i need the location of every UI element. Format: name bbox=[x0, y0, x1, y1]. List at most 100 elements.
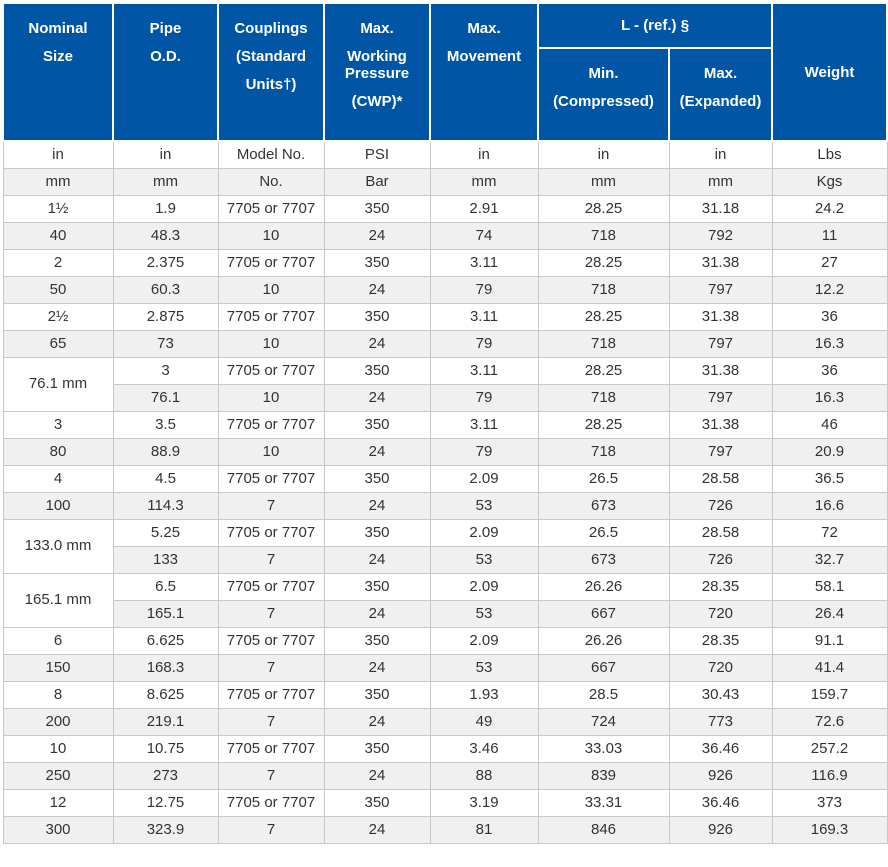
unit-cell: Model No. bbox=[217, 140, 325, 169]
table-cell: 114.3 bbox=[112, 491, 219, 520]
table-cell: 2.09 bbox=[429, 572, 539, 601]
unit-cell: Kgs bbox=[771, 167, 888, 196]
table-cell: 3.11 bbox=[429, 356, 539, 385]
table-cell: 76.1 bbox=[112, 383, 219, 412]
table-cell: 31.38 bbox=[668, 302, 773, 331]
table-cell: 88 bbox=[429, 761, 539, 790]
table-cell: 24 bbox=[323, 275, 431, 304]
table-cell: 79 bbox=[429, 329, 539, 358]
table-cell: 350 bbox=[323, 356, 431, 385]
table-cell: 165.1 bbox=[112, 599, 219, 628]
table-cell: 667 bbox=[537, 599, 670, 628]
table-cell: 10.75 bbox=[112, 734, 219, 763]
table-cell: 30.43 bbox=[668, 680, 773, 709]
size-cell: 10 bbox=[2, 734, 114, 763]
table-cell: 24 bbox=[323, 761, 431, 790]
table-cell: 2.375 bbox=[112, 248, 219, 277]
table-cell: 28.25 bbox=[537, 194, 670, 223]
table-cell: 7 bbox=[217, 653, 325, 682]
table-cell: 10 bbox=[217, 437, 325, 466]
table-cell: 7 bbox=[217, 599, 325, 628]
table-cell: 350 bbox=[323, 734, 431, 763]
size-cell: 2 bbox=[2, 248, 114, 277]
size-cell: 6 bbox=[2, 626, 114, 655]
header-line: Units†) bbox=[245, 76, 297, 93]
table-cell: 24 bbox=[323, 329, 431, 358]
table-cell: 350 bbox=[323, 680, 431, 709]
size-cell: 50 bbox=[2, 275, 114, 304]
table-cell: 718 bbox=[537, 221, 670, 250]
col-header-nominal-size: Nominal Size bbox=[2, 2, 114, 142]
table-cell: 31.38 bbox=[668, 356, 773, 385]
table-cell: 5.25 bbox=[112, 518, 219, 547]
data-row: 165.1 7 24 53 667 720 26.4 bbox=[3, 599, 888, 628]
table-body: in in Model No. PSI in in in Lbs mm mm No. Bar mm mm m… bbox=[2, 140, 888, 844]
table-cell: 10 bbox=[217, 221, 325, 250]
pipe-spec-table: Nominal Size Pipe O.D. Couplings (Standa… bbox=[2, 2, 888, 844]
table-cell: 28.35 bbox=[668, 572, 773, 601]
table-cell: 28.25 bbox=[537, 248, 670, 277]
col-header-pipe-od: Pipe O.D. bbox=[112, 2, 219, 142]
table-cell: 41.4 bbox=[771, 653, 888, 682]
table-cell: 28.25 bbox=[537, 302, 670, 331]
table-cell: 797 bbox=[668, 437, 773, 466]
table-cell: 2.09 bbox=[429, 626, 539, 655]
table-cell: 3.11 bbox=[429, 410, 539, 439]
table-cell: 26.5 bbox=[537, 518, 670, 547]
data-row: 3 3.5 7705 or 7707 350 3.11 28.25 31.38 46 bbox=[2, 410, 888, 439]
table-cell: 6.5 bbox=[112, 572, 219, 601]
table-cell: 792 bbox=[668, 221, 773, 250]
table-cell: 773 bbox=[668, 707, 773, 736]
table-cell: 26.26 bbox=[537, 626, 670, 655]
size-cell: 300 bbox=[2, 815, 114, 844]
table-cell: 10 bbox=[217, 275, 325, 304]
unit-cell: in bbox=[112, 140, 219, 169]
size-cell: 2½ bbox=[2, 302, 114, 331]
table-cell: 350 bbox=[323, 302, 431, 331]
table-cell: 7705 or 7707 bbox=[217, 356, 325, 385]
table-cell: 36 bbox=[771, 302, 888, 331]
table-cell: 7 bbox=[217, 491, 325, 520]
table-cell: 8.625 bbox=[112, 680, 219, 709]
table-cell: 24 bbox=[323, 491, 431, 520]
unit-cell: No. bbox=[217, 167, 325, 196]
data-row: 300 323.9 7 24 81 846 926 169.3 bbox=[2, 815, 888, 844]
header-line: Nominal bbox=[28, 20, 88, 37]
table-cell: 1.93 bbox=[429, 680, 539, 709]
table-cell: 7705 or 7707 bbox=[217, 680, 325, 709]
table-cell: 168.3 bbox=[112, 653, 219, 682]
unit-cell: in bbox=[668, 140, 773, 169]
table-cell: 28.58 bbox=[668, 464, 773, 493]
table-cell: 53 bbox=[429, 545, 539, 574]
table-cell: 116.9 bbox=[771, 761, 888, 790]
table-cell: 720 bbox=[668, 599, 773, 628]
table-cell: 323.9 bbox=[112, 815, 219, 844]
unit-cell: mm bbox=[112, 167, 219, 196]
table-cell: 350 bbox=[323, 788, 431, 817]
table-cell: 88.9 bbox=[112, 437, 219, 466]
table-cell: 839 bbox=[537, 761, 670, 790]
data-row: 76.1 mm 3 7705 or 7707 350 3.11 28.25 31.38 36 bbox=[2, 356, 888, 412]
table-cell: 7705 or 7707 bbox=[217, 572, 325, 601]
table-cell: 257.2 bbox=[771, 734, 888, 763]
data-row: 250 273 7 24 88 839 926 116.9 bbox=[2, 761, 888, 790]
table-cell: 24 bbox=[323, 383, 431, 412]
table-cell: 16.3 bbox=[771, 383, 888, 412]
table-cell: 3 bbox=[112, 356, 219, 385]
table-cell: 74 bbox=[429, 221, 539, 250]
table-cell: 12.2 bbox=[771, 275, 888, 304]
table-cell: 2.875 bbox=[112, 302, 219, 331]
table-cell: 159.7 bbox=[771, 680, 888, 709]
data-row: 12 12.75 7705 or 7707 350 3.19 33.31 36.46 373 bbox=[2, 788, 888, 817]
unit-cell: mm bbox=[537, 167, 670, 196]
table-cell: 24 bbox=[323, 653, 431, 682]
table-cell: 797 bbox=[668, 275, 773, 304]
header-line: Movement bbox=[446, 48, 522, 65]
size-cell: 8 bbox=[2, 680, 114, 709]
table-cell: 79 bbox=[429, 437, 539, 466]
data-row: 100 114.3 7 24 53 673 726 16.6 bbox=[2, 491, 888, 520]
data-row: 4 4.5 7705 or 7707 350 2.09 26.5 28.58 36.5 bbox=[2, 464, 888, 493]
table-cell: 7705 or 7707 bbox=[217, 194, 325, 223]
unit-cell: PSI bbox=[323, 140, 431, 169]
unit-cell: mm bbox=[429, 167, 539, 196]
